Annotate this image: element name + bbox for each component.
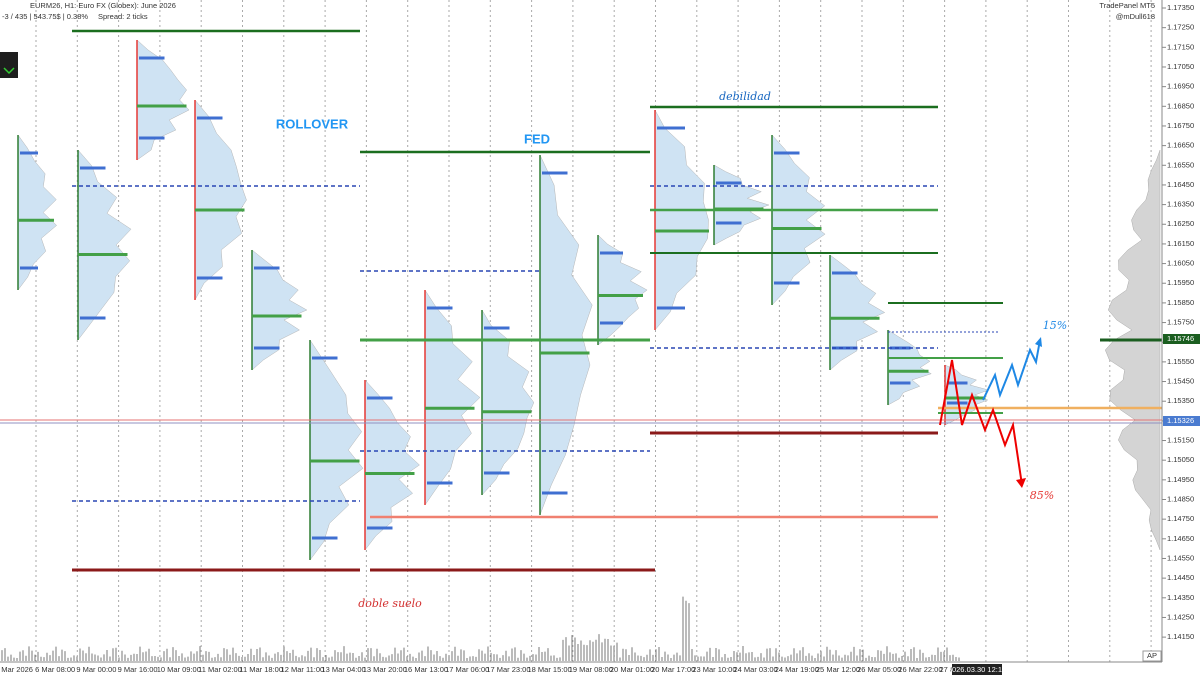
price-tick-label: 1.15750 — [1167, 318, 1194, 327]
price-tick-label: 1.16850 — [1167, 101, 1194, 110]
time-label: 11 Mar 18:00 — [239, 665, 283, 674]
current-price: 1.15326 — [1167, 416, 1194, 425]
cursor-time-box — [952, 664, 1002, 675]
price-tick-label: 1.14250 — [1167, 612, 1194, 621]
fed-label: FED — [524, 131, 550, 146]
price-tick-label: 1.16950 — [1167, 82, 1194, 91]
time-label: 23 Mar 10:00 — [692, 665, 736, 674]
price-tick-label: 1.15550 — [1167, 357, 1194, 366]
price-tick-label: 1.14350 — [1167, 593, 1194, 602]
double-bottom-label: doble suelo — [358, 597, 422, 610]
time-label: 19 Mar 08:00 — [569, 665, 613, 674]
price-tick-label: 1.15950 — [1167, 278, 1194, 287]
marked-price-box — [1163, 334, 1200, 344]
time-label: 17 Mar 23:00 — [486, 665, 530, 674]
bullish-arrowhead — [1035, 337, 1042, 347]
price-tick-label: 1.14650 — [1167, 534, 1194, 543]
panel-name: TradePanel MT5 — [1099, 1, 1155, 10]
price-tick-label: 1.16150 — [1167, 239, 1194, 248]
down-probability: 85% — [1030, 489, 1054, 502]
price-tick-label: 1.14450 — [1167, 573, 1194, 582]
time-label: 24 Mar 03:00 — [733, 665, 777, 674]
time-label: 18 Mar 15:00 — [527, 665, 571, 674]
price-tick-label: 1.14850 — [1167, 494, 1194, 503]
price-tick-label: 1.16550 — [1167, 160, 1194, 169]
volume-profile — [481, 309, 535, 496]
price-tick-label: 1.17350 — [1167, 3, 1194, 12]
time-label: 20 Mar 17:00 — [651, 665, 695, 674]
price-tick-label: 1.15450 — [1167, 377, 1194, 386]
rollover-label: ROLLOVER — [276, 116, 349, 131]
price-tick-label: 1.15350 — [1167, 396, 1194, 405]
volume-profile — [77, 149, 132, 341]
price-tick-label: 1.16750 — [1167, 121, 1194, 130]
time-label: 5 Mar 2026 — [0, 665, 33, 674]
price-tick-label: 1.16050 — [1167, 259, 1194, 268]
time-label: 10 Mar 09:00 — [157, 665, 201, 674]
price-tick-label: 1.17150 — [1167, 42, 1194, 51]
bearish-arrowhead — [1016, 478, 1026, 488]
price-tick-label: 1.14150 — [1167, 632, 1194, 641]
time-label: 16 Mar 13:00 — [404, 665, 448, 674]
price-tick-label: 1.16650 — [1167, 141, 1194, 150]
time-label: 26 Mar 05:00 — [857, 665, 901, 674]
bearish-path — [939, 359, 1023, 486]
weakness-label: debilidad — [719, 90, 771, 103]
price-tick-label: 1.16350 — [1167, 200, 1194, 209]
current-price-box — [1163, 416, 1200, 426]
time-label: 17 Mar 06:00 — [445, 665, 489, 674]
spread: Spread: 2 ticks — [98, 12, 148, 21]
marked-price: 1.15746 — [1167, 334, 1194, 343]
cursor-time: 2026.03.30 12:15 — [948, 665, 1006, 674]
price-tick-label: 1.14550 — [1167, 553, 1194, 562]
up-probability: 15% — [1043, 319, 1067, 332]
time-label: 9 Mar 16:00 — [118, 665, 158, 674]
time-label: 11 Mar 02:00 — [198, 665, 242, 674]
time-label: 24 Mar 19:00 — [775, 665, 819, 674]
ap-button[interactable] — [1142, 650, 1162, 662]
time-label: 25 Mar 12:00 — [816, 665, 860, 674]
price-tick-label: 1.15050 — [1167, 455, 1194, 464]
price-tick-label: 1.16250 — [1167, 219, 1194, 228]
time-label: 26 Mar 22:00 — [898, 665, 942, 674]
price-tick-label: 1.15150 — [1167, 436, 1194, 445]
collapse-icon — [3, 67, 15, 75]
time-label: 9 Mar 00:00 — [76, 665, 116, 674]
handle: @mDull618 — [1116, 12, 1155, 21]
price-tick-label: 1.14950 — [1167, 475, 1194, 484]
price-tick-label: 1.17250 — [1167, 23, 1194, 32]
price-tick-label: 1.14750 — [1167, 514, 1194, 523]
symbol-info: EURM26, H1: Euro FX (Globex): June 2026 — [30, 1, 176, 10]
time-label: 13 Mar 04:00 — [321, 665, 365, 674]
volume-profile — [194, 99, 247, 301]
collapse-button[interactable] — [0, 52, 18, 78]
account-stats: -3 / 435 | 543.75$ | 0.38% — [2, 12, 88, 21]
time-label: 6 Mar 08:00 — [35, 665, 75, 674]
time-label: 13 Mar 20:00 — [363, 665, 407, 674]
volume-profile — [539, 154, 593, 516]
price-tick-label: 1.16450 — [1167, 180, 1194, 189]
time-label: 12 Mar 11:00 — [281, 665, 325, 674]
composite-profile — [1104, 149, 1161, 551]
price-tick-label: 1.17050 — [1167, 62, 1194, 71]
bullish-path — [982, 339, 1041, 401]
time-label: 20 Mar 01:00 — [610, 665, 654, 674]
ap-button-label[interactable]: AP — [1147, 651, 1157, 660]
price-tick-label: 1.15850 — [1167, 298, 1194, 307]
